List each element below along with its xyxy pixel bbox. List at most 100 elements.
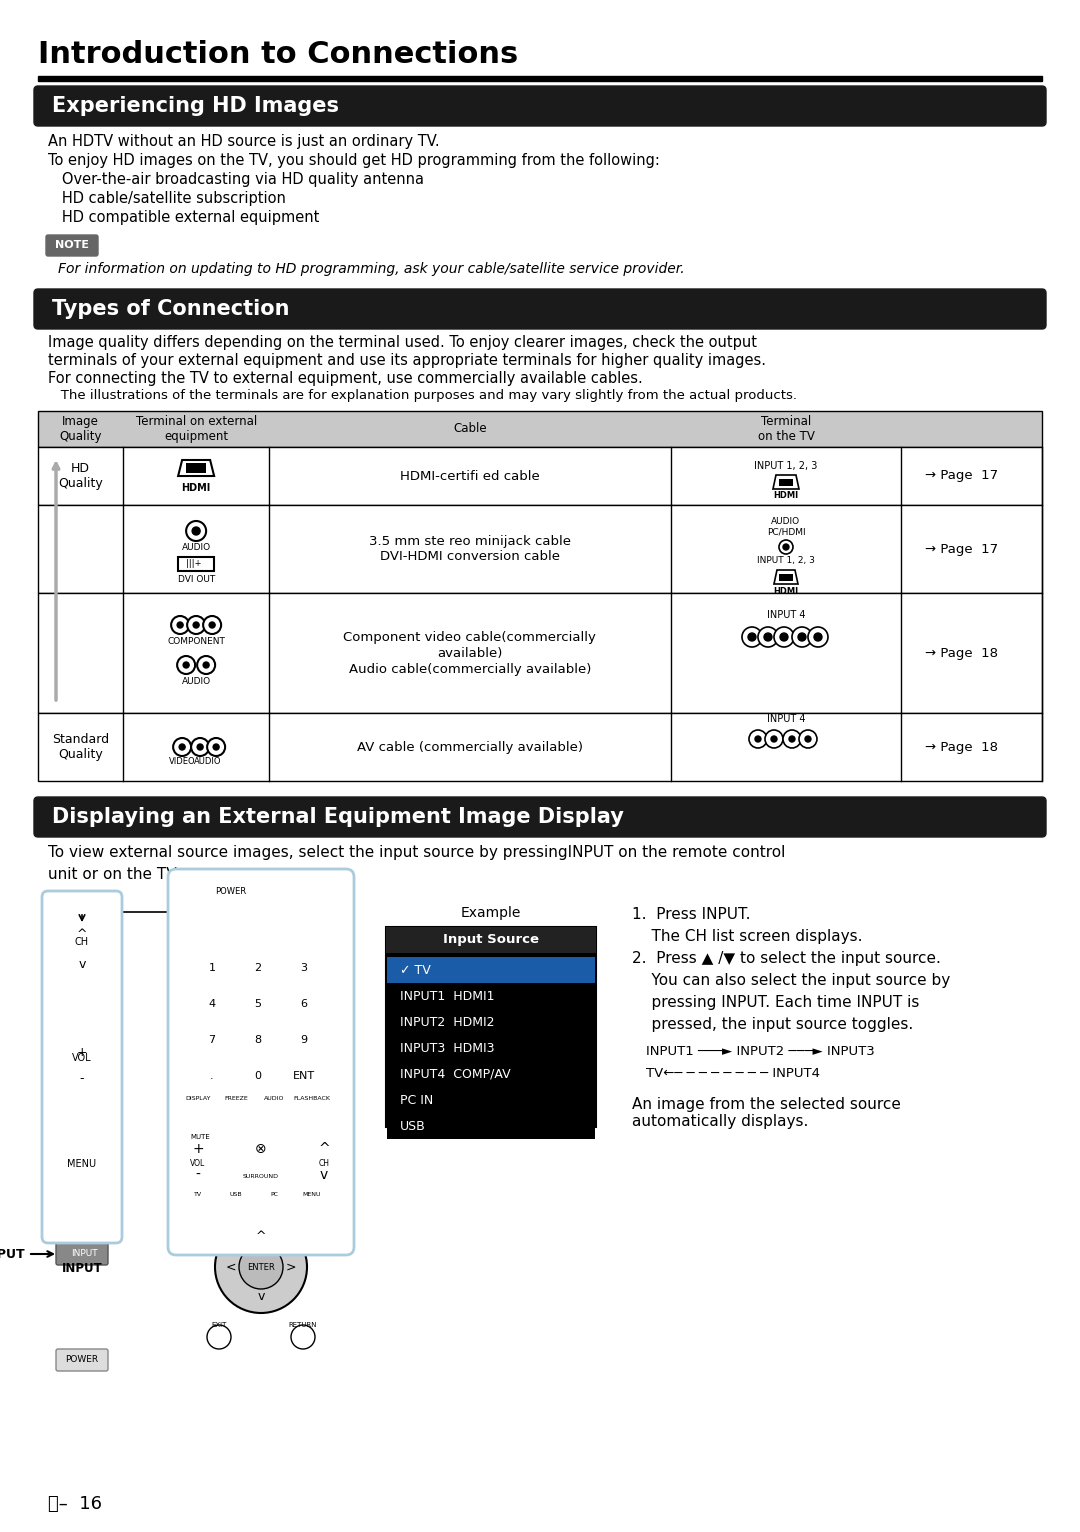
Text: To view external source images, select the input source by pressing​INPUT on the: To view external source images, select t… bbox=[48, 846, 785, 859]
Text: 9: 9 bbox=[300, 1036, 308, 1045]
Text: VOL: VOL bbox=[72, 1052, 92, 1063]
Text: 0: 0 bbox=[255, 1071, 261, 1082]
Polygon shape bbox=[774, 570, 798, 584]
Text: Experiencing HD Images: Experiencing HD Images bbox=[52, 97, 339, 116]
Circle shape bbox=[203, 616, 221, 634]
Text: The CH list screen displays.: The CH list screen displays. bbox=[632, 928, 863, 944]
Text: +: + bbox=[192, 1141, 204, 1157]
Circle shape bbox=[783, 731, 801, 748]
Circle shape bbox=[198, 656, 215, 674]
Text: 1: 1 bbox=[208, 964, 216, 973]
Text: MENU: MENU bbox=[67, 1160, 96, 1169]
Text: → Page  18: → Page 18 bbox=[926, 740, 998, 754]
FancyBboxPatch shape bbox=[56, 1350, 108, 1371]
Text: INPUT: INPUT bbox=[62, 1262, 103, 1276]
Bar bbox=[38, 593, 1042, 712]
Text: INPUT2  HDMI2: INPUT2 HDMI2 bbox=[400, 1016, 495, 1028]
Text: v: v bbox=[257, 1290, 265, 1304]
FancyBboxPatch shape bbox=[56, 1154, 108, 1175]
Bar bbox=[186, 463, 206, 473]
Text: INPUT: INPUT bbox=[303, 907, 333, 916]
Text: DISPLAY: DISPLAY bbox=[186, 1097, 211, 1102]
Circle shape bbox=[742, 627, 762, 647]
Circle shape bbox=[771, 735, 777, 741]
Text: Terminal on external
equipment: Terminal on external equipment bbox=[135, 415, 257, 443]
Text: 2: 2 bbox=[255, 964, 261, 973]
FancyBboxPatch shape bbox=[33, 86, 1047, 126]
Text: RETURN: RETURN bbox=[288, 1322, 318, 1328]
FancyBboxPatch shape bbox=[238, 1063, 278, 1089]
Text: HD cable/satellite subscription: HD cable/satellite subscription bbox=[48, 192, 286, 205]
Bar bbox=[387, 958, 595, 984]
Text: TV←─ ─ ─ ─ ─ ─ ─ ─ INPUT4: TV←─ ─ ─ ─ ─ ─ ─ ─ INPUT4 bbox=[646, 1066, 820, 1080]
Circle shape bbox=[774, 627, 794, 647]
Text: |||+: |||+ bbox=[186, 559, 202, 568]
Circle shape bbox=[184, 662, 189, 668]
Bar bbox=[387, 1010, 595, 1036]
Circle shape bbox=[783, 544, 789, 550]
Circle shape bbox=[187, 616, 205, 634]
Text: HDMI: HDMI bbox=[773, 492, 798, 501]
Text: ENTER: ENTER bbox=[247, 1262, 275, 1272]
Circle shape bbox=[177, 656, 195, 674]
Text: ⓔ–  16: ⓔ– 16 bbox=[48, 1495, 102, 1514]
Text: INPUT1  HDMI1: INPUT1 HDMI1 bbox=[400, 990, 495, 1002]
Text: Image quality differs depending on the terminal used. To enjoy clearer images, c: Image quality differs depending on the t… bbox=[48, 336, 757, 349]
Text: VOL: VOL bbox=[190, 1158, 205, 1167]
Text: → Page  17: → Page 17 bbox=[926, 469, 998, 483]
Text: Over-the-air broadcasting via HD quality antenna: Over-the-air broadcasting via HD quality… bbox=[48, 172, 424, 187]
FancyBboxPatch shape bbox=[33, 290, 1047, 329]
Text: 3: 3 bbox=[300, 964, 308, 973]
Text: INPUT: INPUT bbox=[0, 1247, 26, 1261]
Text: 2.  Press ▲ /▼ to select the input source.: 2. Press ▲ /▼ to select the input source… bbox=[632, 951, 941, 967]
FancyBboxPatch shape bbox=[46, 234, 98, 256]
Text: ^: ^ bbox=[77, 928, 87, 942]
Bar bbox=[178, 558, 214, 571]
Text: INPUT4  COMP/AV: INPUT4 COMP/AV bbox=[400, 1068, 511, 1080]
Circle shape bbox=[262, 1196, 286, 1221]
Text: v: v bbox=[79, 959, 85, 971]
Text: pressing INPUT. Each time INPUT is: pressing INPUT. Each time INPUT is bbox=[632, 994, 919, 1010]
FancyBboxPatch shape bbox=[168, 869, 354, 1255]
Text: HDMI: HDMI bbox=[181, 483, 211, 493]
Text: ^: ^ bbox=[319, 1141, 329, 1157]
FancyBboxPatch shape bbox=[192, 1063, 232, 1089]
FancyBboxPatch shape bbox=[56, 1075, 108, 1097]
Text: POWER: POWER bbox=[215, 887, 246, 896]
FancyBboxPatch shape bbox=[284, 1026, 324, 1052]
FancyBboxPatch shape bbox=[56, 1242, 108, 1265]
Text: Component video cable(commercially: Component video cable(commercially bbox=[343, 631, 596, 643]
Bar bbox=[779, 480, 793, 486]
Text: terminals of your external equipment and use its appropriate terminals for highe: terminals of your external equipment and… bbox=[48, 352, 766, 368]
Text: POWER: POWER bbox=[66, 1356, 98, 1365]
FancyBboxPatch shape bbox=[56, 964, 108, 985]
Circle shape bbox=[186, 521, 206, 541]
Text: unit or on the TV.: unit or on the TV. bbox=[48, 867, 179, 882]
Text: COMPONENT: COMPONENT bbox=[167, 636, 225, 645]
Bar bbox=[38, 411, 1042, 447]
Text: SURROUND: SURROUND bbox=[243, 1175, 279, 1180]
Circle shape bbox=[191, 738, 210, 755]
Text: An image from the selected source
automatically displays.: An image from the selected source automa… bbox=[632, 1097, 901, 1129]
Text: For information on updating to HD programming, ask your cable/satellite service : For information on updating to HD progra… bbox=[58, 262, 685, 276]
Circle shape bbox=[207, 738, 225, 755]
Text: available): available) bbox=[437, 647, 502, 659]
Text: EXIT: EXIT bbox=[212, 1322, 227, 1328]
Text: AUDIO: AUDIO bbox=[181, 542, 211, 552]
FancyBboxPatch shape bbox=[238, 1026, 278, 1052]
Circle shape bbox=[192, 527, 200, 535]
Text: INPUT 4: INPUT 4 bbox=[767, 714, 806, 725]
Circle shape bbox=[262, 1102, 286, 1124]
Text: VIDEO: VIDEO bbox=[168, 757, 195, 766]
FancyBboxPatch shape bbox=[284, 1063, 324, 1089]
Text: USB: USB bbox=[400, 1120, 426, 1132]
Text: To enjoy HD images on the TV, you should get HD programming from the following:: To enjoy HD images on the TV, you should… bbox=[48, 153, 660, 169]
Text: INPUT 1, 2, 3: INPUT 1, 2, 3 bbox=[757, 556, 815, 565]
Bar bbox=[387, 1036, 595, 1062]
Text: INPUT1 ───► INPUT2 ───► INPUT3: INPUT1 ───► INPUT2 ───► INPUT3 bbox=[646, 1045, 875, 1059]
Text: Image
Quality: Image Quality bbox=[59, 415, 102, 443]
Polygon shape bbox=[178, 460, 214, 476]
Text: → Page  18: → Page 18 bbox=[926, 647, 998, 659]
Bar bbox=[38, 712, 1042, 781]
Text: ✓ TV: ✓ TV bbox=[400, 964, 431, 976]
